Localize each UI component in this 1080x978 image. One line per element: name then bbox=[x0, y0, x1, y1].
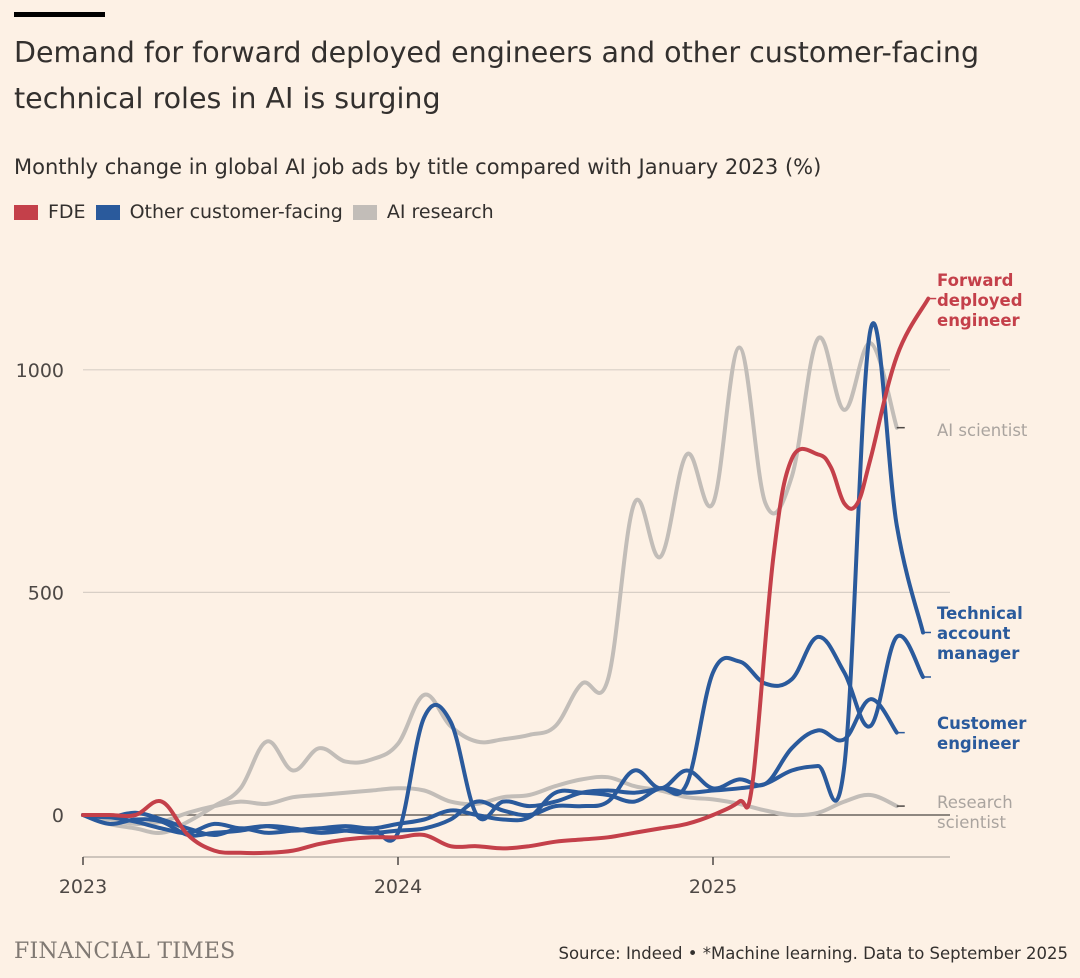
series-label-forward-deployed-engineer: deployed bbox=[937, 291, 1023, 310]
series-line-other-customer-facing-3 bbox=[81, 321, 925, 835]
series-label-forward-deployed-engineer: engineer bbox=[937, 311, 1021, 330]
chart-legend: FDE Other customer-facing AI research bbox=[14, 197, 504, 227]
legend-label-other-customer-facing: Other customer-facing bbox=[129, 201, 343, 223]
header-accent-bar bbox=[14, 12, 105, 17]
x-tick-label: 2024 bbox=[374, 876, 422, 898]
legend-swatch-other-customer-facing bbox=[95, 204, 120, 220]
series-label-research-scientist: Research bbox=[937, 793, 1013, 812]
chart-title: Demand for forward deployed engineers an… bbox=[14, 36, 980, 115]
legend-item-ai-research: AI research bbox=[352, 201, 494, 223]
legend-swatch-ai-research bbox=[352, 204, 377, 220]
x-tick-label: 2025 bbox=[689, 876, 737, 898]
ft-logo-text: FINANCIAL TIMES bbox=[14, 939, 236, 964]
series-label-technical-account-manager: account bbox=[937, 624, 1011, 643]
series-label-research-scientist: scientist bbox=[937, 813, 1007, 832]
legend-label-ai-research: AI research bbox=[386, 201, 494, 223]
series-label-customer-engineer: engineer bbox=[937, 734, 1021, 753]
axis-layer: 0 500 1000 2023 2024 2025 bbox=[16, 360, 950, 898]
series-label-ai-scientist: AI scientist bbox=[937, 421, 1028, 440]
legend-item-other-customer-facing: Other customer-facing bbox=[95, 201, 343, 223]
series-label-technical-account-manager: Technical bbox=[937, 604, 1023, 623]
grid-layer bbox=[83, 369, 950, 816]
series-label-customer-engineer: Customer bbox=[937, 714, 1027, 733]
series-label-technical-account-manager: manager bbox=[937, 644, 1020, 663]
legend-swatch-fde bbox=[14, 204, 38, 220]
y-tick-label: 1000 bbox=[16, 360, 64, 382]
series-layer bbox=[81, 296, 937, 856]
series-line-forward-deployed-engineer bbox=[81, 296, 931, 856]
y-tick-label: 500 bbox=[28, 582, 64, 604]
source-note: Source: Indeed • *Machine learning. Data… bbox=[558, 944, 1068, 963]
series-line-ai-scientist bbox=[81, 335, 899, 836]
series-label-forward-deployed-engineer: Forward bbox=[937, 271, 1013, 290]
legend-item-fde: FDE bbox=[14, 201, 86, 223]
x-tick-label: 2023 bbox=[59, 876, 107, 898]
chart-subtitle: Monthly change in global AI job ads by t… bbox=[14, 155, 822, 179]
series-line-research-scientist bbox=[81, 774, 899, 827]
legend-label-fde: FDE bbox=[48, 201, 86, 223]
y-tick-label: 0 bbox=[52, 805, 64, 827]
